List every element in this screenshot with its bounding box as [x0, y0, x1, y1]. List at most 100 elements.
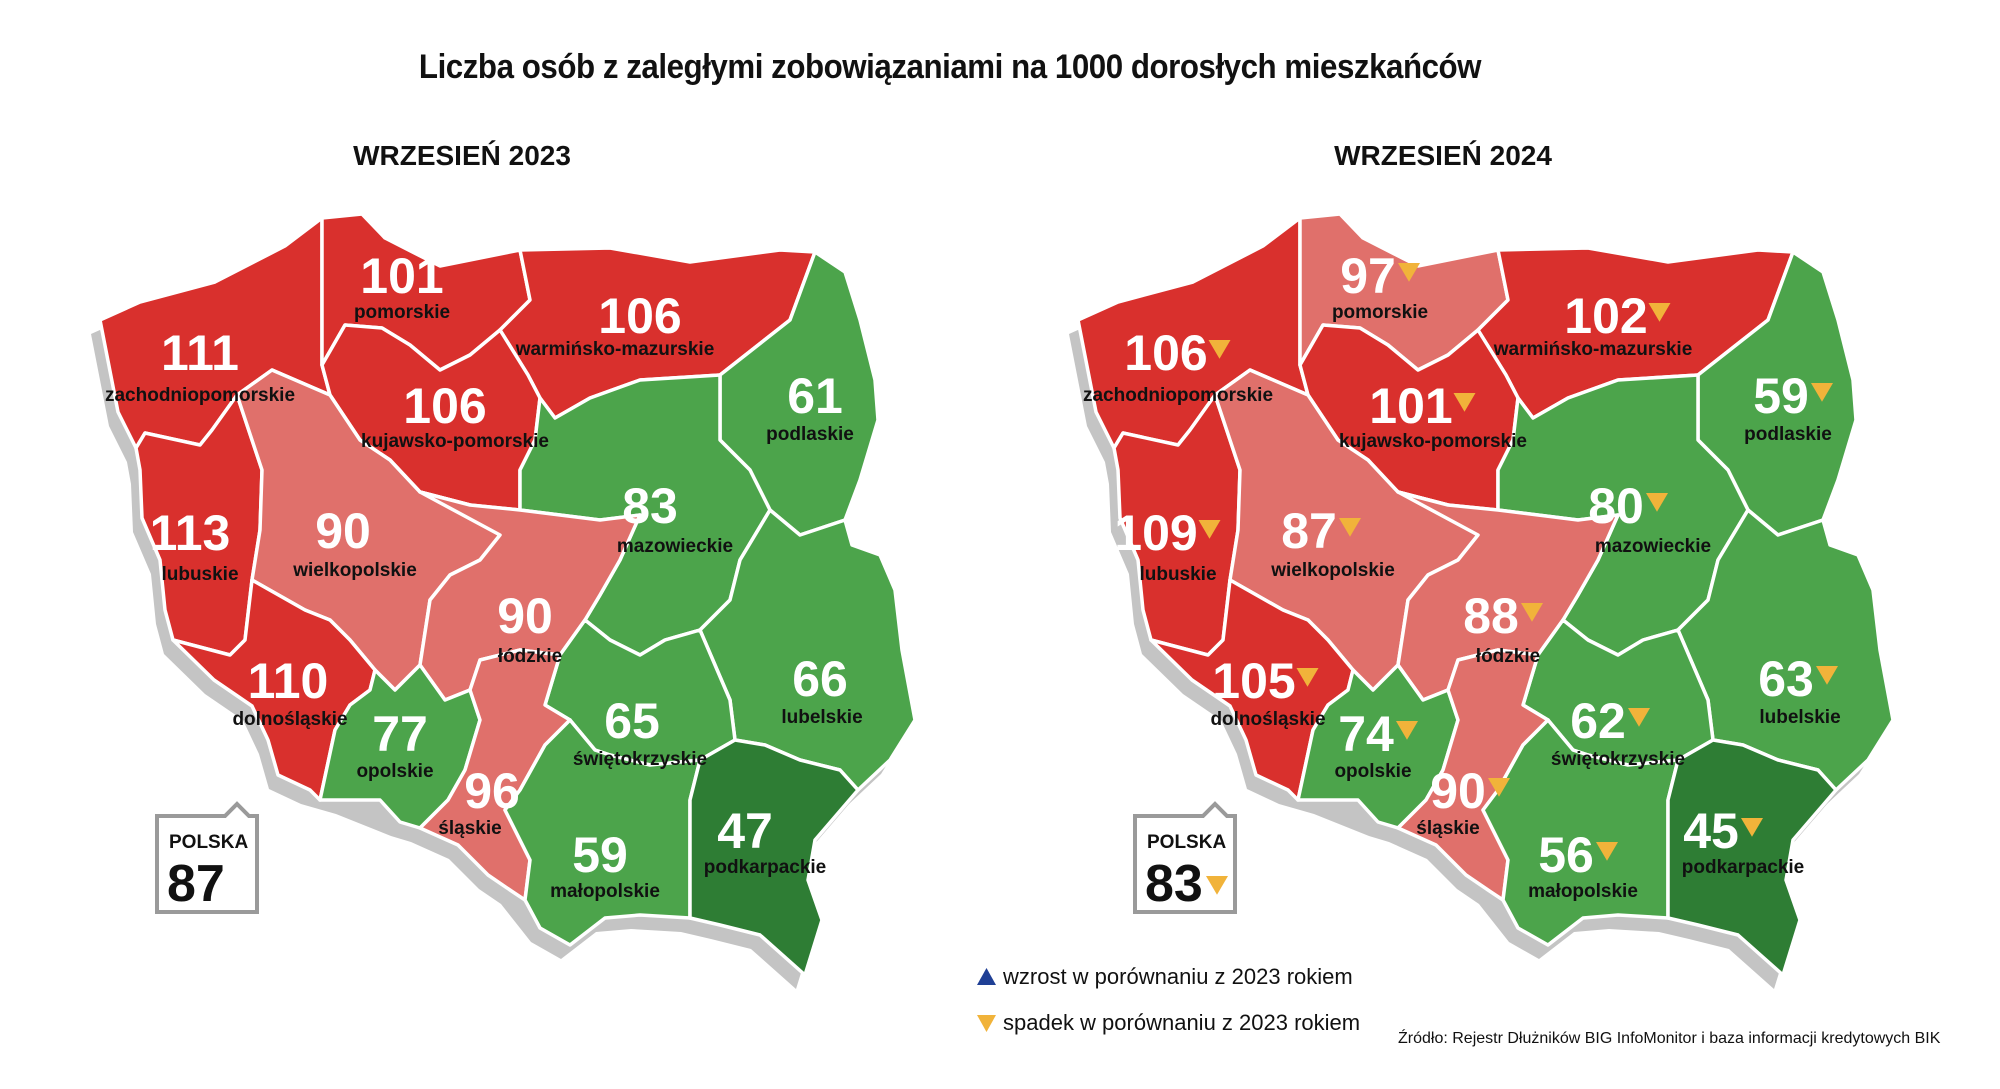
triangle-up-icon — [977, 968, 996, 985]
region-value: 80 — [1588, 478, 1644, 534]
region-name: lubuskie — [161, 564, 238, 585]
region-name: świętokrzyskie — [1551, 749, 1685, 770]
source-note: Źródło: Rejestr Dłużników BIG InfoMonito… — [1398, 1030, 1941, 1047]
triangle-down-icon — [1453, 393, 1476, 412]
region-value: 88 — [1463, 588, 1519, 644]
region-name: świętokrzyskie — [573, 749, 707, 770]
region-name: podkarpackie — [704, 857, 827, 878]
region-value: 96 — [464, 763, 520, 819]
region-name: zachodniopomorskie — [1083, 385, 1273, 406]
triangle-down-icon — [1741, 818, 1763, 837]
region-value: 77 — [372, 706, 428, 762]
region-name: pomorskie — [354, 302, 450, 323]
triangle-down-icon — [1339, 518, 1361, 537]
triangle-down-icon — [1198, 520, 1221, 539]
region-value: 105 — [1212, 653, 1295, 709]
region-value: 111 — [161, 325, 239, 381]
region-name: małopolskie — [1528, 881, 1638, 902]
triangle-down-icon — [1398, 263, 1420, 282]
region-15 — [503, 718, 702, 947]
region-name: lubelskie — [1759, 707, 1840, 728]
region-16 — [688, 738, 860, 977]
region-name: łódzkie — [1476, 646, 1540, 667]
region-value: 90 — [497, 588, 553, 644]
triangle-down-icon — [1596, 842, 1618, 861]
triangle-down-icon — [1646, 493, 1668, 512]
triangle-down-icon — [1488, 778, 1510, 797]
region-value: 61 — [787, 368, 843, 424]
region-value: 45 — [1683, 803, 1739, 859]
region-value: 90 — [315, 503, 371, 559]
region-value: 101 — [1369, 378, 1452, 434]
region-name: wielkopolskie — [292, 560, 417, 581]
triangle-down-icon — [1811, 383, 1833, 402]
region-value: 106 — [403, 378, 486, 434]
region-16 — [1666, 738, 1838, 977]
triangle-down-icon — [1628, 708, 1650, 727]
region-value: 110 — [248, 653, 329, 709]
triangle-down-icon — [1296, 668, 1319, 687]
national-badge — [155, 801, 259, 914]
map-2024-subtitle: WRZESIEŃ 2024 — [1334, 140, 1552, 171]
region-value: 106 — [1124, 325, 1207, 381]
national-value: 87 — [167, 855, 225, 913]
triangle-down-icon — [1206, 876, 1228, 895]
region-value: 56 — [1538, 827, 1594, 883]
region-name: mazowieckie — [1595, 536, 1711, 557]
region-value: 113 — [150, 505, 231, 561]
region-name: mazowieckie — [617, 536, 733, 557]
region-value: 87 — [1281, 503, 1337, 559]
region-value: 83 — [622, 478, 678, 534]
region-name: podlaskie — [1744, 424, 1832, 445]
triangle-down-icon — [977, 1015, 996, 1032]
region-name: lubelskie — [781, 707, 862, 728]
region-name: kujawsko-pomorskie — [361, 431, 549, 452]
national-value: 83 — [1145, 855, 1203, 913]
national-label: POLSKA — [169, 832, 248, 853]
legend-up-text: wzrost w porównaniu z 2023 rokiem — [1002, 964, 1353, 989]
region-value: 59 — [572, 827, 628, 883]
region-name: dolnośląskie — [232, 709, 347, 730]
region-name: opolskie — [356, 761, 433, 782]
region-name: opolskie — [1334, 761, 1411, 782]
region-name: warmińsko-mazurskie — [515, 339, 715, 360]
map-2023-subtitle: WRZESIEŃ 2023 — [353, 140, 571, 171]
triangle-down-icon — [1396, 721, 1418, 740]
national-label: POLSKA — [1147, 832, 1226, 853]
region-name: wielkopolskie — [1270, 560, 1395, 581]
region-name: śląskie — [438, 818, 501, 839]
region-value: 66 — [792, 651, 848, 707]
region-name: kujawsko-pomorskie — [1339, 431, 1527, 452]
region-name: zachodniopomorskie — [105, 385, 295, 406]
legend: wzrost w porównaniu z 2023 rokiem spadek… — [977, 964, 1360, 1035]
region-name: łódzkie — [498, 646, 562, 667]
region-name: śląskie — [1416, 818, 1479, 839]
region-value: 47 — [717, 803, 773, 859]
region-name: małopolskie — [550, 881, 660, 902]
region-name: pomorskie — [1332, 302, 1428, 323]
triangle-down-icon — [1816, 666, 1838, 685]
region-name: podkarpackie — [1682, 857, 1805, 878]
triangle-down-icon — [1648, 303, 1671, 322]
triangle-down-icon — [1208, 340, 1231, 359]
region-value: 101 — [360, 248, 443, 304]
region-name: podlaskie — [766, 424, 854, 445]
region-value: 97 — [1340, 248, 1396, 304]
triangle-down-icon — [1521, 603, 1543, 622]
region-value: 74 — [1338, 706, 1394, 762]
region-15 — [1481, 718, 1680, 947]
region-value: 65 — [604, 693, 660, 749]
region-name: warmińsko-mazurskie — [1493, 339, 1693, 360]
region-name: dolnośląskie — [1210, 709, 1325, 730]
region-value: 90 — [1430, 763, 1486, 819]
region-value: 102 — [1564, 288, 1647, 344]
region-value: 59 — [1753, 368, 1809, 424]
region-value: 63 — [1758, 651, 1814, 707]
region-name: lubuskie — [1139, 564, 1216, 585]
national-badge — [1133, 801, 1237, 914]
region-value: 62 — [1570, 693, 1626, 749]
region-value: 106 — [598, 288, 681, 344]
